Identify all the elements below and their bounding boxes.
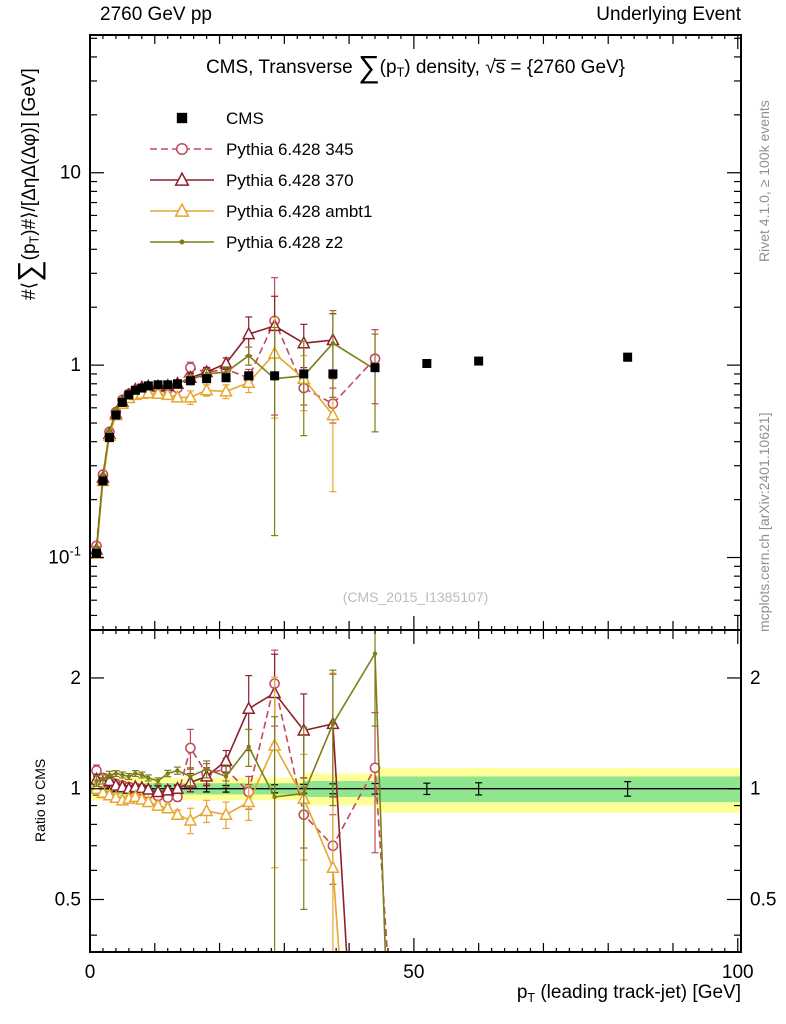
series-pythia-ambt1-ratio [90,672,340,952]
axis-tick-labels: 0 50 100 10-1 1 10 0.5 0.5 1 1 2 2 [48,163,776,983]
rivet-version-label: Rivet 4.1.0, ≥ 100k events [756,100,772,262]
svg-text:1: 1 [70,779,81,800]
svg-text:10-1: 10-1 [48,544,81,569]
svg-text:0.5: 0.5 [750,890,776,911]
mcplots-credit-label: mcplots.cern.ch [arXiv:2401.10621] [756,412,772,632]
svg-text:10: 10 [60,163,81,184]
svg-text:0.5: 0.5 [55,890,81,911]
svg-text:1: 1 [70,355,81,376]
series-cms-main [91,352,633,558]
observable-group-label: Underlying Event [596,4,741,25]
series-pythia-z2-main [92,310,379,554]
axis-ticks [89,35,741,952]
y-axis-label-ratio: Ratio to CMS [32,758,48,842]
series-pythia-z2-ratio [92,630,387,952]
series-pythia-ambt1-main [90,316,340,559]
legend: CMS Pythia 6.428 345 Pythia 6.428 370 Pythi… [150,109,372,252]
svg-text:1: 1 [750,779,761,800]
main-panel-frame [89,34,742,631]
legend-label-cms: CMS [226,109,264,128]
series-pythia-345-ratio [91,649,389,952]
analysis-id-watermark: (CMS_2015_I1385107) [342,589,489,605]
legend-label-pythia-ambt1: Pythia 6.428 ambt1 [226,202,372,221]
y-axis-label-main: #⟨∑(pT)#⟩/[ΔηΔ(Δφ)] [GeV] [12,68,46,300]
svg-text:50: 50 [403,962,424,983]
legend-label-pythia-345: Pythia 6.428 345 [226,140,354,159]
series-pythia-345-main [91,277,381,552]
svg-text:2: 2 [750,668,761,689]
series-pythia-370-main [90,295,340,555]
x-axis-label: pT (leading track-jet) [GeV] [516,982,741,1005]
beam-energy-label: 2760 GeV pp [100,4,212,25]
legend-label-pythia-370: Pythia 6.428 370 [226,171,354,190]
series-pythia-370-ratio [90,653,348,952]
legend-label-pythia-z2: Pythia 6.428 z2 [226,233,343,252]
svg-text:2: 2 [70,668,81,689]
svg-text:100: 100 [722,962,754,983]
plot-title: CMS, Transverse ∑(pT) density, √s̅ = {27… [205,50,626,84]
svg-text:0: 0 [85,962,96,983]
ratio-panel-frame [89,629,742,953]
